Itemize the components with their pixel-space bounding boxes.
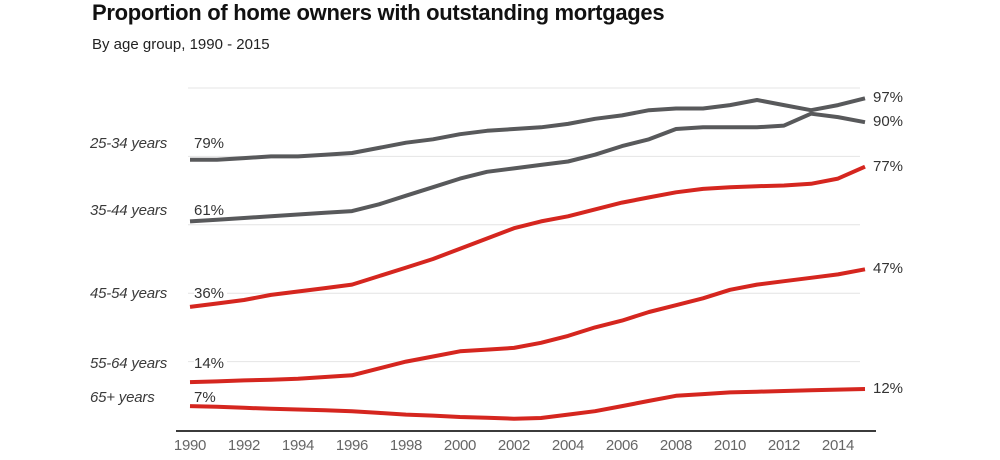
x-tick-label-2004: 2004 — [551, 437, 585, 454]
end-value-label-2: 77% — [873, 157, 904, 175]
x-tick-label-2006: 2006 — [605, 437, 639, 454]
line-35-44-years — [189, 111, 866, 224]
x-tick-label-2012: 2012 — [767, 437, 801, 454]
start-value-label-0: 79% — [194, 133, 228, 154]
chart-subtitle: By age group, 1990 - 2015 — [92, 36, 270, 53]
line-45-54-years — [189, 164, 866, 309]
x-tick-label-2000: 2000 — [443, 437, 477, 454]
x-tick-label-2008: 2008 — [659, 437, 693, 454]
series-label-4: 65+ years — [90, 389, 155, 407]
start-value-label-3: 14% — [194, 354, 228, 375]
x-tick-label-2014: 2014 — [821, 437, 855, 454]
x-tick-label-2002: 2002 — [497, 437, 531, 454]
series-label-2: 45-54 years — [90, 284, 168, 302]
x-tick-label-2010: 2010 — [713, 437, 747, 454]
x-tick-label-1998: 1998 — [389, 437, 423, 454]
series-label-1: 35-44 years — [90, 202, 168, 220]
end-value-label-0: 97% — [873, 89, 904, 107]
series-label-3: 55-64 years — [90, 355, 168, 373]
start-value-label-4: 7% — [194, 388, 219, 409]
x-tick-label-1992: 1992 — [227, 437, 261, 454]
x-tick-label-1996: 1996 — [335, 437, 369, 454]
line-65-years — [189, 387, 866, 421]
x-tick-label-1994: 1994 — [281, 437, 315, 454]
series-label-0: 25-34 years — [90, 134, 168, 152]
end-value-label-1: 90% — [873, 113, 904, 131]
start-value-label-1: 61% — [194, 201, 228, 222]
end-value-label-4: 12% — [873, 379, 904, 397]
line-55-64-years — [189, 267, 866, 385]
chart-title: Proportion of home owners with outstandi… — [92, 0, 665, 25]
start-value-label-2: 36% — [194, 283, 228, 304]
end-value-label-3: 47% — [873, 260, 904, 278]
x-tick-label-1990: 1990 — [173, 437, 207, 454]
line-25-34-years — [190, 96, 866, 162]
